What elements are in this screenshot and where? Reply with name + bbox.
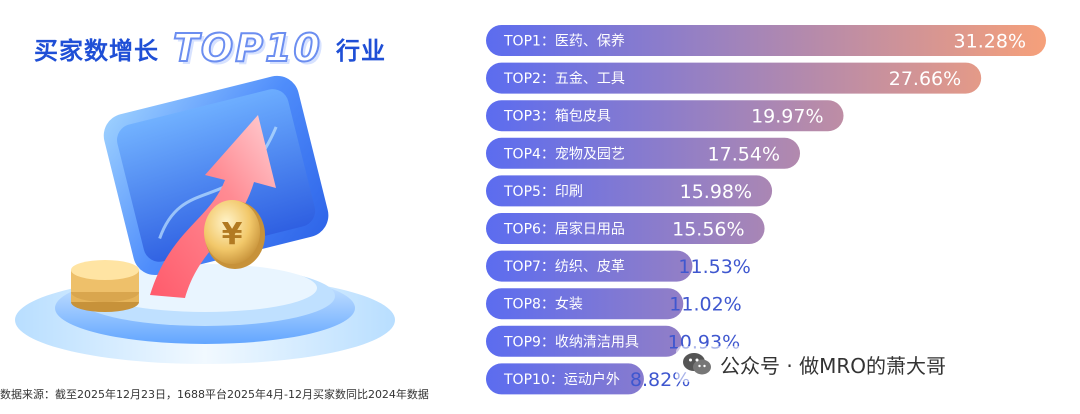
svg-text:¥: ¥ (222, 217, 243, 252)
watermark-text: 公众号 · 做MRO的萧大哥 (720, 353, 946, 378)
coin-stack (71, 260, 139, 312)
bar-10 (486, 363, 644, 395)
title-part-1: 买家数增长 (34, 36, 159, 65)
bar-value-label-5: 15.98% (680, 181, 752, 203)
bar-category-label-7: TOP7：纺织、皮革 (503, 259, 625, 275)
bar-category-label-6: TOP6：居家日用品 (503, 221, 625, 238)
bar-category-label-2: TOP2：五金、工具 (503, 71, 625, 87)
bar-3 (486, 100, 844, 132)
bar-2 (486, 62, 982, 94)
bar-category-label-1: TOP1：医药、保养 (503, 34, 625, 50)
bar-4 (486, 137, 801, 169)
bar-value-label-2: 27.66% (889, 68, 961, 90)
yen-coin: ¥ (204, 200, 265, 269)
bar-value-label-10: 8.82% (630, 369, 690, 391)
bar-chart: TOP1：医药、保养 31.28% TOP2：五金、工具 27.66% TOP3：箱包皮… (484, 0, 1064, 414)
bar-5 (486, 175, 773, 207)
bar-category-label-8: TOP8：女装 (503, 296, 583, 313)
data-source-note: 数据来源：截至2025年12月23日，1688平台2025年4月-12月买家数同… (0, 388, 429, 401)
bar-chart-svg: TOP1：医药、保养 31.28% TOP2：五金、工具 27.66% TOP3：箱包皮… (486, 25, 1046, 395)
bar-category-label-3: TOP3：箱包皮具 (503, 109, 611, 125)
bar-value-label-7: 11.53% (678, 256, 750, 278)
bar-6 (486, 213, 765, 244)
bar-1 (486, 25, 1046, 56)
wechat-icon (683, 353, 711, 375)
bar-8 (486, 288, 684, 320)
bar-value-label-3: 19.97% (751, 106, 823, 128)
growth-illustration: ¥ (15, 75, 395, 364)
left-panel: 买家数增长 TOP10 行业 (0, 0, 470, 414)
watermark: 公众号 · 做MRO的萧大哥 (676, 346, 952, 382)
bar-value-label-4: 17.54% (708, 143, 780, 165)
bar-category-label-9: TOP9：收纳清洁用具 (503, 334, 639, 350)
bar-7 (486, 250, 693, 282)
bar-value-label-1: 31.28% (954, 31, 1026, 53)
bar-category-label-4: TOP4：宠物及园艺 (503, 146, 625, 162)
bar-value-label-6: 15.56% (672, 219, 744, 241)
bar-category-label-10: TOP10：运动户外 (503, 371, 620, 388)
bar-value-label-8: 11.02% (669, 294, 741, 316)
title-part-3: 行业 (335, 36, 386, 65)
bar-9 (486, 325, 682, 357)
growth-arrow (150, 115, 276, 298)
bar-category-label-5: TOP5：印刷 (503, 184, 583, 200)
base-disc-top (93, 264, 317, 312)
title-part-2: TOP10 (172, 25, 322, 71)
page-title: 买家数增长 TOP10 行业 (34, 25, 386, 71)
